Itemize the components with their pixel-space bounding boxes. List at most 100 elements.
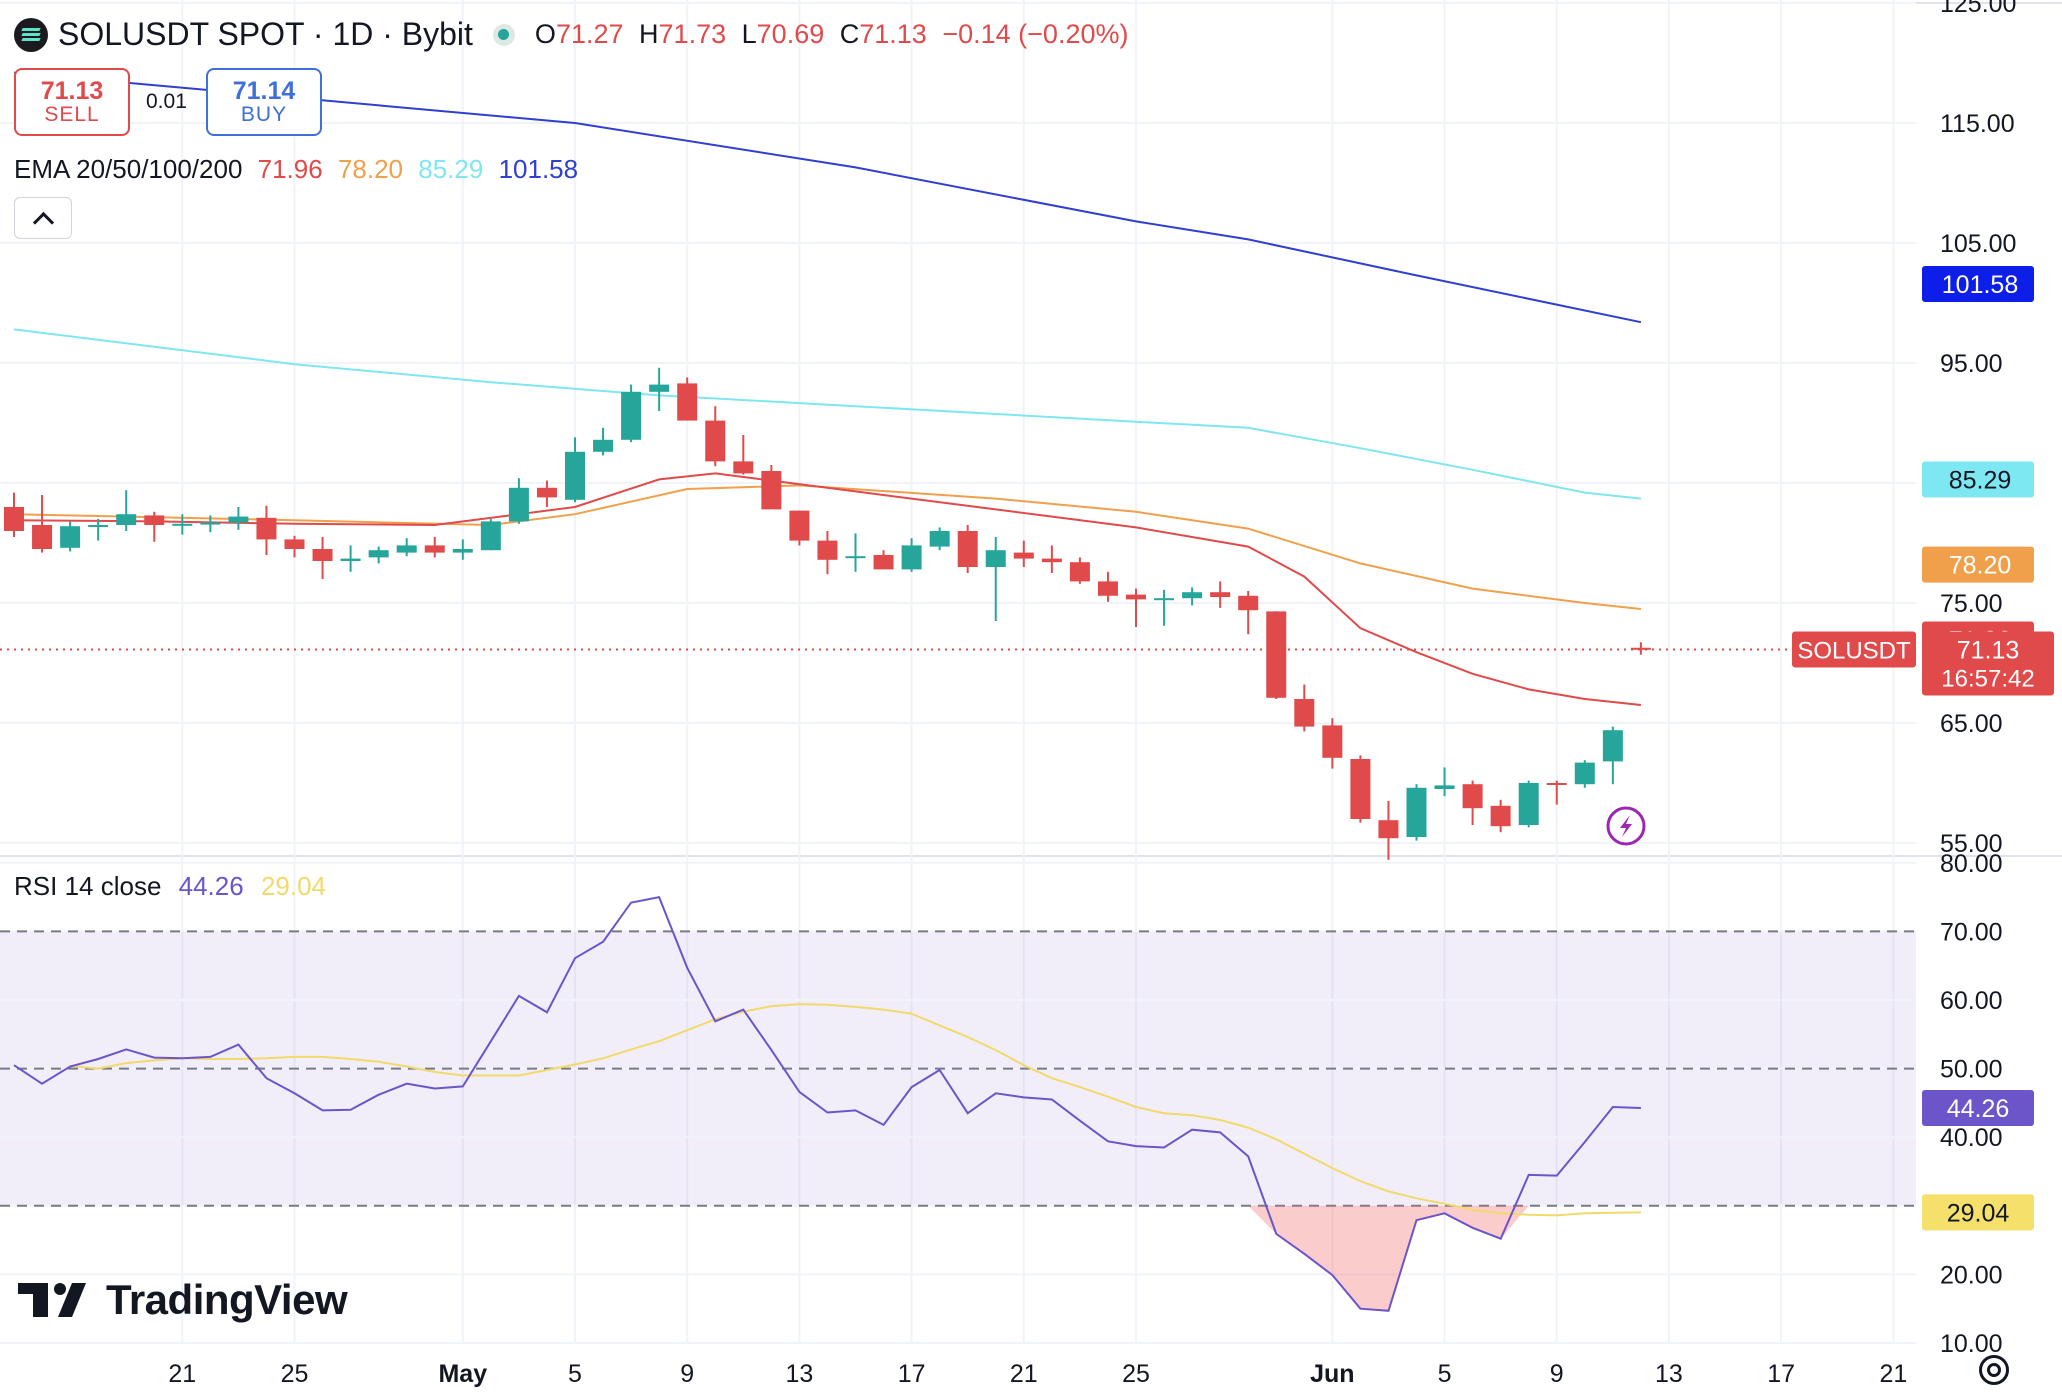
sell-price: 71.13 [40, 76, 104, 105]
candle-body [452, 549, 473, 553]
candle-body [621, 391, 642, 440]
candle-body [1294, 699, 1315, 727]
x-tick-label: May [438, 1360, 487, 1388]
ema50-price-label-bg [1922, 546, 2034, 583]
collapse-legend-button[interactable] [14, 197, 72, 239]
rsi-tick-label: 10.00 [1940, 1330, 2003, 1358]
ema20-line [13, 472, 1642, 706]
ema100-price-label: 85.29 [1949, 467, 2012, 495]
ema-legend-label: EMA 20/50/100/200 [14, 154, 243, 184]
x-tick-label: 9 [1550, 1360, 1564, 1388]
ema-legend[interactable]: EMA 20/50/100/200 71.96 78.20 85.29 101.… [14, 154, 586, 185]
candle-body [1013, 552, 1034, 559]
candle-body [144, 515, 165, 525]
rsi-tick-label: 80.00 [1940, 850, 2003, 878]
rsi-ma-line [70, 1003, 1641, 1217]
candle-body [817, 540, 838, 560]
x-tick-label: 21 [1010, 1360, 1038, 1388]
x-tick-label: 25 [1122, 1360, 1150, 1388]
candle-body [1238, 595, 1259, 611]
spread-value: 0.01 [146, 90, 187, 113]
candle-body [116, 514, 137, 525]
candle-body [1097, 581, 1118, 596]
candle-body [228, 516, 249, 523]
ema100-value: 85.29 [418, 154, 484, 184]
symbol-tag-label: SOLUSDT [1797, 637, 1911, 664]
candle-body [985, 550, 1006, 567]
candle-body [1378, 820, 1399, 839]
buy-button[interactable]: 71.14 BUY [206, 68, 322, 136]
open-key: O [534, 19, 556, 49]
rsi-scale-label-bg [1922, 1089, 2034, 1126]
x-tick-label: 21 [1879, 1360, 1907, 1388]
x-tick-label: 5 [568, 1360, 582, 1388]
chart-header: SOLUSDT SPOT · 1D · Bybit O71.27 H71.73 … [14, 16, 1128, 53]
settings-icon[interactable] [1979, 1355, 2009, 1385]
candle-body [1154, 598, 1175, 601]
candle-body [565, 451, 585, 500]
price-tick-label: 125.00 [1940, 0, 2016, 18]
x-tick-label: 13 [785, 1360, 813, 1388]
high-value: 71.73 [658, 19, 727, 49]
candle-body [1322, 725, 1343, 758]
candle-body [312, 549, 333, 561]
lightning-icon-bolt [1620, 815, 1632, 837]
candle-countdown-label: 16:57:42 [1941, 665, 2034, 692]
x-tick-label: 5 [1438, 1360, 1452, 1388]
candle-body [1462, 784, 1483, 809]
ema50-value: 78.20 [337, 154, 404, 184]
candle-body [733, 461, 754, 474]
price-tick-label: 65.00 [1940, 710, 2003, 738]
sell-label: SELL [44, 103, 100, 127]
rsi-value: 44.26 [178, 871, 244, 901]
candle-body [200, 522, 221, 525]
ema200-price-label: 101.58 [1942, 271, 2018, 299]
rsi-tick-label: 70.00 [1940, 918, 2003, 946]
chevron-up-icon [32, 211, 54, 233]
ema20-value: 71.96 [257, 154, 323, 184]
symbol-title[interactable]: SOLUSDT SPOT · 1D · Bybit [58, 16, 473, 52]
rsi-ma-value: 29.04 [260, 871, 327, 901]
candle-body [508, 487, 529, 522]
x-tick-label: 17 [898, 1360, 926, 1388]
candle-body [172, 523, 193, 526]
candle-body [1210, 592, 1231, 597]
candle-body [32, 525, 53, 549]
x-tick-label: 13 [1655, 1360, 1683, 1388]
low-key: L [741, 19, 757, 49]
candle-body [480, 521, 501, 551]
candle-body [1434, 785, 1455, 789]
rsi-tick-label: 20.00 [1940, 1261, 2003, 1289]
candle-body [284, 539, 305, 549]
candle-body [1069, 562, 1090, 582]
candle-body [1041, 558, 1062, 563]
candle-body [1406, 787, 1427, 837]
x-tick-label: 17 [1767, 1360, 1795, 1388]
last-price-label: 71.13 [1957, 636, 2020, 664]
rsi-scale-label: 44.26 [1947, 1095, 2010, 1123]
candle-body [1630, 647, 1651, 650]
rsi-tick-label: 50.00 [1940, 1056, 2003, 1084]
candle-body [705, 420, 726, 462]
candle-body [1490, 805, 1511, 827]
candle-body [256, 517, 277, 540]
candle-body [873, 555, 894, 570]
rsi-legend[interactable]: RSI 14 close 44.26 29.04 [14, 871, 336, 902]
candle-body [1602, 730, 1623, 762]
candle-body [1266, 611, 1287, 698]
candle-body [396, 545, 417, 553]
tradingview-logo-icon [18, 1283, 86, 1317]
candle-body [368, 550, 389, 558]
solana-icon [14, 17, 48, 52]
sell-button[interactable]: 71.13 SELL [14, 68, 130, 136]
buy-label: BUY [240, 103, 288, 127]
price-tick-label: 105.00 [1940, 230, 2016, 258]
candle-body [536, 487, 557, 498]
ema200-price-label-bg [1922, 266, 2034, 303]
candle-body [4, 507, 24, 531]
price-tick-label: 115.00 [1940, 110, 2015, 138]
tradingview-logo[interactable]: TradingView [18, 1276, 348, 1324]
x-tick-label: 21 [168, 1360, 196, 1388]
candle-body [845, 556, 866, 559]
